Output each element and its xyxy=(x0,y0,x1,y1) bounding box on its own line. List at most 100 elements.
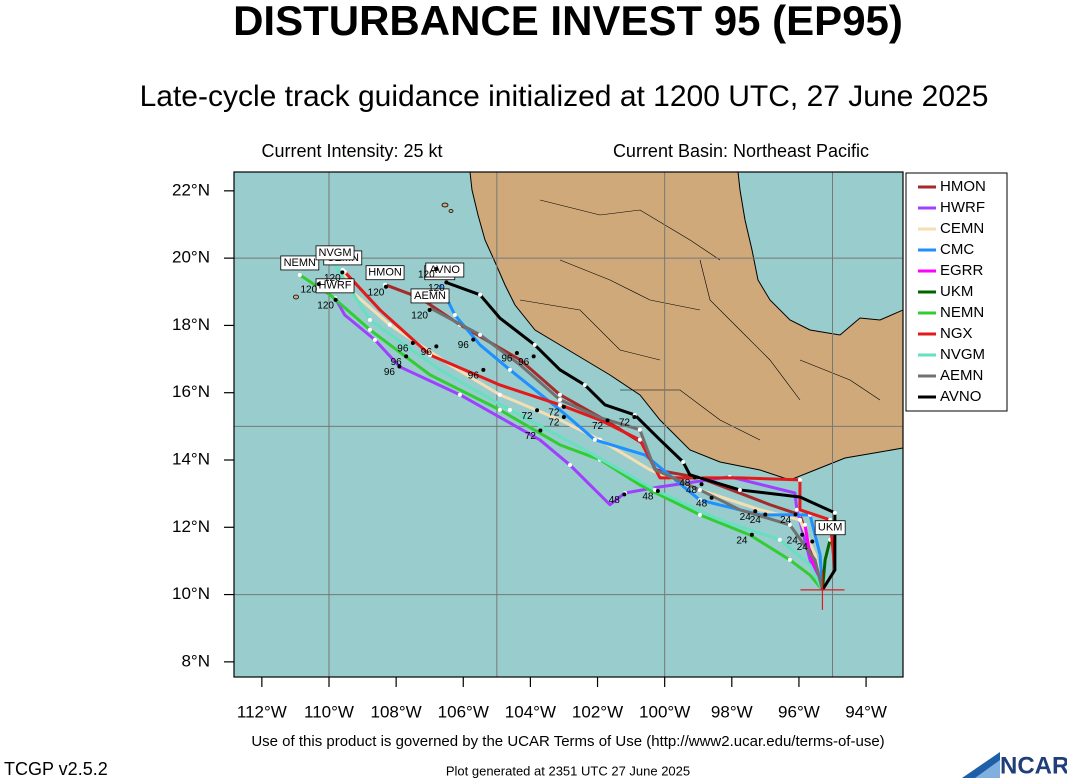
model-label: UKM xyxy=(818,522,842,534)
track-point xyxy=(797,517,802,522)
x-tick-label: 104°W xyxy=(505,702,556,721)
hour-dot xyxy=(605,418,610,423)
track-point xyxy=(478,332,483,337)
hour-dot xyxy=(655,489,660,494)
terms-footer: Use of this product is governed by the U… xyxy=(251,733,884,750)
track-point xyxy=(297,272,302,277)
legend-label: NVGM xyxy=(940,346,985,363)
hour-label: 72 xyxy=(619,418,631,429)
hour-dot xyxy=(434,266,439,271)
hour-label: 48 xyxy=(679,478,691,489)
hour-label: 120 xyxy=(301,285,318,296)
legend-label: NEMN xyxy=(940,304,984,321)
y-tick-label: 14°N xyxy=(172,449,210,468)
hour-label: 72 xyxy=(592,421,604,432)
hour-label: 96 xyxy=(458,340,470,351)
model-label: HWRF xyxy=(319,280,352,292)
hour-label: 120 xyxy=(324,273,341,284)
track-point xyxy=(367,318,372,323)
model-label: AVNO xyxy=(430,264,461,276)
hour-labels: HMONHWRFCEMNCMCUKMNEMNNVGMAEMNAVNO120120… xyxy=(280,245,846,610)
hour-dot xyxy=(632,414,637,419)
hour-dot xyxy=(810,539,815,544)
track-line xyxy=(429,306,824,591)
hour-dot xyxy=(434,344,439,349)
x-tick-label: 108°W xyxy=(371,702,422,721)
hour-label: 24 xyxy=(787,535,799,546)
x-tick-label: 110°W xyxy=(304,702,354,721)
track-point xyxy=(568,463,573,468)
hour-dot xyxy=(514,351,519,356)
hour-dot xyxy=(749,532,754,537)
hour-label: 120 xyxy=(368,287,385,298)
hour-dot xyxy=(316,282,321,287)
hour-dot xyxy=(427,307,432,312)
title: DISTURBANCE INVEST 95 (EP95) xyxy=(233,0,903,44)
hour-dot xyxy=(444,280,449,285)
hour-dot xyxy=(622,492,627,497)
legend-label: CEMN xyxy=(940,220,984,237)
hour-dot xyxy=(333,297,338,302)
track-point xyxy=(797,477,802,482)
hour-label: 24 xyxy=(740,512,752,523)
hour-label: 96 xyxy=(397,344,409,355)
hour-dot xyxy=(763,512,768,517)
hour-dot xyxy=(383,284,388,289)
ncar-logo: NCAR xyxy=(962,752,1067,779)
hour-dot xyxy=(531,354,536,359)
y-tick-label: 22°N xyxy=(172,180,210,199)
track-line xyxy=(333,297,824,591)
x-tick-label: 98°W xyxy=(711,702,753,721)
model-label: NEMN xyxy=(284,257,316,269)
hour-label: 24 xyxy=(736,535,748,546)
x-tick-label: 112°W xyxy=(237,702,287,721)
axes: 112°W 110°W 108°W 106°W 104°W 102°W 100°W 98°W 9… xyxy=(172,180,887,721)
x-tick-label: 100°W xyxy=(639,702,690,721)
hour-label: 120 xyxy=(411,311,428,322)
legend-label: NGX xyxy=(940,325,973,342)
plot-frame xyxy=(233,171,904,678)
hour-label: 96 xyxy=(391,357,403,368)
track-point xyxy=(787,557,792,562)
generated-note: Plot generated at 2351 UTC 27 June 2025 xyxy=(446,763,690,778)
track-point xyxy=(582,382,587,387)
hour-label: 96 xyxy=(501,354,513,365)
version: TCGP v2.5.2 xyxy=(4,759,108,779)
track-point xyxy=(737,487,742,492)
hour-dot xyxy=(793,512,798,517)
track-point xyxy=(794,507,799,512)
track-point xyxy=(777,537,782,542)
track-point xyxy=(557,402,562,407)
hour-label: 96 xyxy=(421,347,433,358)
track-point xyxy=(428,353,433,358)
track-line xyxy=(343,270,837,591)
hour-label: 120 xyxy=(418,270,435,281)
y-tick-label: 18°N xyxy=(172,315,210,334)
track-point xyxy=(697,487,702,492)
info-basin: Current Basin: Northeast Pacific xyxy=(613,141,869,161)
hour-label: 48 xyxy=(609,495,621,506)
hour-label: 24 xyxy=(780,515,792,526)
model-label-box xyxy=(410,288,450,304)
track-point xyxy=(697,512,702,517)
track-point xyxy=(697,498,702,503)
track-point xyxy=(681,460,686,465)
track-point xyxy=(507,367,512,372)
hour-dot xyxy=(410,340,415,345)
legend-label: AVNO xyxy=(940,388,981,405)
legend-label: AEMN xyxy=(940,367,983,384)
track-point xyxy=(478,292,483,297)
legend-label: UKM xyxy=(940,283,973,300)
track-point xyxy=(637,427,642,432)
hour-label: 72 xyxy=(548,408,560,419)
y-tick-label: 16°N xyxy=(172,382,210,401)
hour-label: 120 xyxy=(428,283,445,294)
track-point xyxy=(802,522,807,527)
hour-dot xyxy=(340,270,345,275)
hour-dot xyxy=(800,532,805,537)
x-tick-label: 106°W xyxy=(438,702,489,721)
hour-dot xyxy=(404,354,409,359)
subtitle: Late-cycle track guidance initialized at… xyxy=(140,80,989,113)
